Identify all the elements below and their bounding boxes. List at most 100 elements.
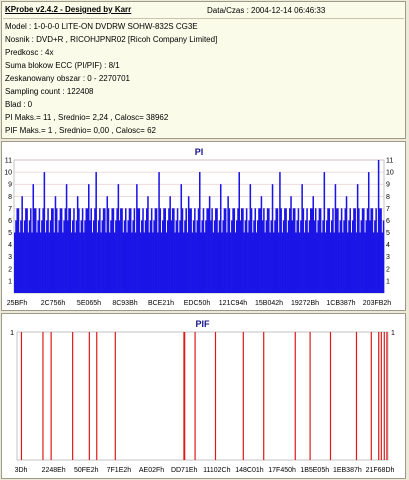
pi-bar	[182, 232, 185, 293]
pi-bar	[371, 208, 374, 293]
pi-bar	[208, 196, 211, 293]
pi-bar	[86, 208, 89, 293]
pi-bar	[344, 208, 347, 293]
pi-bar	[166, 220, 169, 293]
y-tick-label: 2	[8, 266, 12, 273]
pi-bar	[203, 232, 206, 293]
pi-bar	[149, 220, 152, 293]
pi-bar	[252, 232, 254, 293]
pi-bar	[32, 184, 35, 293]
pi-bar	[295, 232, 297, 293]
pi-bar	[80, 220, 83, 293]
pi-bar	[274, 220, 276, 293]
pi-bar	[196, 220, 199, 293]
pi-bar	[102, 208, 105, 293]
pi-bar	[356, 184, 359, 293]
pi-chart-panel: PI 1 1 2 2 3 3 4 4 5 5 6 6 7 7 8 8 9 9 10 10 11 11 25BFh 2C756h 5…	[1, 141, 406, 311]
pi-bar	[202, 208, 205, 293]
pi-bar	[185, 208, 187, 293]
y-tick-label-right: 2	[386, 266, 390, 273]
x-tick-label: 1CB387h	[326, 300, 355, 307]
pi-bar	[51, 208, 53, 293]
pi-bar	[197, 208, 200, 293]
pi-bar	[64, 208, 67, 293]
y-tick-label: 4	[8, 242, 12, 249]
pif-chart: PIF 1 1 3Dh 2248Eh 50FE2h 7F1E2h AE02Fh DD71Eh 11…	[10, 319, 395, 474]
pi-bar	[141, 220, 143, 293]
pi-bar	[160, 232, 163, 293]
y-tick-label: 11	[5, 158, 12, 165]
pi-bar	[153, 220, 155, 293]
pi-bar	[74, 232, 76, 293]
pi-bar	[191, 232, 194, 293]
pi-bar	[39, 232, 42, 293]
pi-bar	[322, 220, 324, 293]
pi-bar	[125, 208, 127, 293]
y-tick-label: 1	[8, 278, 12, 285]
pi-bar	[180, 184, 183, 293]
x-tick-label: 50FE2h	[74, 467, 99, 474]
pi-bar	[232, 208, 234, 293]
pi-bar	[319, 208, 322, 293]
pi-bar	[263, 208, 265, 293]
y-tick-label-right: 5	[386, 230, 390, 237]
pi-bar	[181, 208, 184, 293]
x-tick-label: 203FB2h	[363, 300, 392, 307]
pi-bar	[285, 208, 287, 293]
sampling-line: Sampling count : 122408	[5, 87, 94, 96]
pi-bar	[123, 220, 126, 293]
pi-bar	[282, 220, 285, 293]
pi-bar	[194, 208, 196, 293]
x-tick-label: EDC50h	[184, 300, 211, 307]
y-tick-label-right: 6	[386, 218, 390, 225]
pi-bar	[171, 208, 174, 293]
pi-bar	[213, 220, 216, 293]
pi-bar	[100, 232, 102, 293]
pi-bar	[248, 220, 250, 293]
pi-bar	[111, 208, 113, 293]
pi-bar	[104, 208, 106, 293]
y-tick-label: 1	[10, 330, 14, 337]
pi-bar	[28, 220, 31, 293]
pi-bar	[53, 232, 55, 293]
x-tick-label: 1B5E05h	[300, 467, 329, 474]
pi-bar	[303, 232, 306, 293]
y-tick-label: 5	[8, 230, 12, 237]
pi-bar	[237, 208, 239, 293]
pi-bar	[186, 232, 189, 293]
pi-bar	[298, 232, 301, 293]
pi-bar	[249, 184, 252, 293]
pi-bar	[264, 232, 266, 293]
pi-bar	[244, 220, 247, 293]
pi-bar	[287, 220, 290, 293]
pi-bar	[137, 208, 139, 293]
x-tick-label: 5E065h	[77, 300, 101, 307]
pi-bar	[148, 232, 150, 293]
pi-bar	[238, 172, 240, 293]
pi-bar	[94, 208, 96, 293]
pi-bar	[62, 232, 64, 293]
pi-bar	[83, 232, 85, 293]
x-tick-label: DD71Eh	[171, 467, 198, 474]
pi-bar	[205, 220, 207, 293]
pi-bar	[212, 232, 215, 293]
scan-range-line: Zeskanowany obszar : 0 - 2270701	[5, 74, 130, 83]
pi-bar	[261, 220, 264, 293]
pi-bar	[97, 220, 100, 293]
pi-bar	[73, 208, 75, 293]
pi-bar	[265, 220, 268, 293]
pi-bar	[247, 232, 249, 293]
pi-bar	[323, 172, 326, 293]
pi-bar	[359, 232, 361, 293]
pi-bar	[95, 172, 97, 293]
pi-bar	[58, 220, 60, 293]
pi-bar	[144, 220, 147, 293]
pi-bar	[113, 232, 116, 293]
pi-bar	[116, 208, 118, 293]
pi-bar	[217, 232, 220, 293]
pi-bar	[337, 208, 339, 293]
pi-bar	[253, 220, 255, 293]
pi-bar	[108, 232, 111, 293]
x-tick-label: BCE21h	[148, 300, 174, 307]
pi-bar	[280, 208, 282, 293]
